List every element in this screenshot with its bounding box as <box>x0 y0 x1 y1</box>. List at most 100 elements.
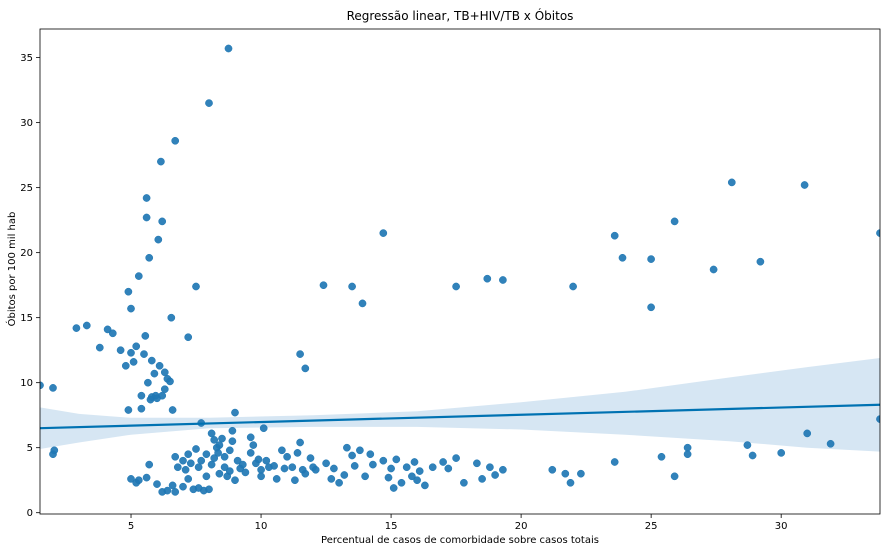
x-tick-label: 5 <box>128 521 134 532</box>
data-point <box>145 253 154 262</box>
data-point <box>179 482 187 491</box>
data-point <box>803 429 812 438</box>
x-axis-title: Percentual de casos de comorbidade sobre… <box>321 535 599 546</box>
data-point <box>343 443 351 452</box>
data-point <box>127 304 135 313</box>
data-point <box>50 446 59 455</box>
data-point <box>238 460 247 469</box>
data-point <box>473 459 481 468</box>
data-point <box>392 455 401 464</box>
data-point <box>421 481 429 490</box>
data-point <box>210 436 219 444</box>
data-point <box>137 391 146 400</box>
data-point <box>272 475 281 483</box>
data-point <box>145 460 154 469</box>
data-point <box>220 452 229 461</box>
data-point <box>358 299 367 308</box>
x-tick-label: 15 <box>385 521 398 532</box>
data-point <box>756 257 765 266</box>
data-point <box>210 454 219 462</box>
data-point <box>800 181 809 189</box>
data-point <box>205 99 213 107</box>
data-point <box>478 475 486 483</box>
data-point <box>577 469 585 478</box>
data-point <box>410 458 419 466</box>
data-point <box>356 446 364 455</box>
data-point <box>452 454 460 462</box>
data-point <box>876 415 880 423</box>
data-point <box>192 282 200 291</box>
data-point <box>246 449 255 457</box>
data-point <box>202 472 211 481</box>
data-point <box>158 391 167 400</box>
data-point <box>220 463 229 472</box>
data-point <box>486 463 494 472</box>
data-point <box>233 456 242 465</box>
data-point <box>483 274 492 283</box>
plot-area: 5 10 15 20 25 30 0 5 10 15 20 25 30 35 <box>20 28 881 532</box>
data-point <box>428 463 437 472</box>
data-point <box>129 358 138 366</box>
data-point <box>197 456 206 465</box>
data-point <box>184 475 193 483</box>
data-point <box>499 465 507 474</box>
data-point <box>491 471 499 479</box>
data-point <box>142 194 151 202</box>
data-point <box>748 451 757 460</box>
data-point <box>147 356 156 365</box>
data-point <box>610 458 619 466</box>
data-point <box>301 469 310 478</box>
data-point <box>327 475 336 483</box>
data-point <box>140 350 148 358</box>
data-point <box>155 361 164 370</box>
data-point <box>171 488 180 496</box>
data-point <box>348 451 356 460</box>
data-point <box>366 450 375 459</box>
data-point <box>144 378 152 387</box>
data-point <box>218 434 226 443</box>
data-point <box>369 460 377 469</box>
data-point <box>379 229 388 237</box>
data-point <box>657 452 666 461</box>
data-point <box>293 449 302 457</box>
data-point <box>181 465 190 474</box>
y-tick-label: 35 <box>20 53 33 64</box>
data-point <box>163 486 172 495</box>
data-point <box>184 333 193 342</box>
data-point <box>246 433 255 442</box>
data-point <box>154 235 163 244</box>
data-point <box>670 217 679 226</box>
data-point <box>82 321 91 330</box>
data-point <box>270 462 278 470</box>
data-point <box>121 361 130 370</box>
y-tick-label: 10 <box>20 378 33 389</box>
data-point <box>179 456 187 465</box>
y-tick-label: 20 <box>20 248 33 259</box>
data-point <box>569 282 577 291</box>
data-point <box>228 437 237 446</box>
data-point <box>249 441 258 449</box>
data-point <box>157 157 165 166</box>
data-point <box>311 465 320 474</box>
data-point <box>134 272 143 280</box>
x-tick-label: 30 <box>775 521 788 532</box>
data-point <box>548 465 557 474</box>
data-point <box>288 463 297 472</box>
data-point <box>124 287 133 296</box>
data-point <box>160 368 169 377</box>
data-point <box>194 463 203 472</box>
axes-frame <box>39 28 881 515</box>
data-point <box>350 462 359 470</box>
data-point <box>116 346 125 355</box>
data-point <box>95 343 104 352</box>
data-point <box>452 282 460 291</box>
data-point <box>670 472 679 481</box>
data-point <box>132 342 141 351</box>
data-point <box>278 446 286 455</box>
y-tick-label: 25 <box>20 183 33 194</box>
data-point <box>283 452 291 461</box>
data-point <box>166 377 174 386</box>
x-tick-label: 10 <box>255 521 268 532</box>
data-point <box>340 471 349 479</box>
